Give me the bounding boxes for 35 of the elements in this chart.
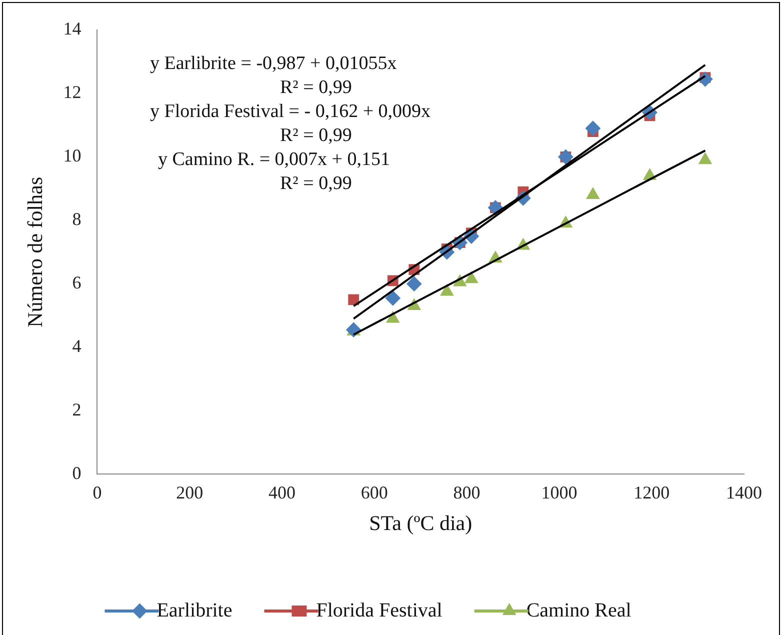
legend-label: Earlibrite	[156, 599, 232, 622]
x-tick-label: 600	[360, 482, 388, 503]
y-tick-label: 4	[72, 336, 82, 356]
y-tick-label: 10	[63, 146, 82, 166]
x-tick-label: 800	[453, 482, 480, 503]
x-tick-label: 200	[176, 482, 204, 503]
y-axis-title: Número de folhas	[23, 176, 48, 328]
point	[348, 294, 360, 306]
y-tick-label: 0	[72, 462, 82, 483]
x-tick-label: 400	[268, 482, 296, 503]
point	[440, 284, 454, 296]
y-tick-label: 8	[72, 209, 82, 230]
point	[488, 200, 503, 216]
point	[698, 152, 712, 164]
legend-label: Camino Real	[526, 599, 632, 622]
legend-label: Florida Festival	[316, 599, 443, 622]
x-tick-label: 1200	[634, 482, 670, 503]
y-tick-label: 6	[72, 272, 82, 293]
point	[585, 120, 600, 136]
annotation: y Earlibrite = -0,987 + 0,01055x	[150, 52, 398, 76]
annotation: R² = 0,99	[279, 172, 353, 196]
point	[406, 276, 422, 292]
x-axis-title: STa (ºC dia)	[369, 510, 472, 535]
y-tick-label: 14	[63, 18, 82, 39]
y-tick-label: 12	[63, 82, 82, 102]
x-tick-label: 1400	[726, 482, 762, 503]
point	[464, 272, 478, 284]
x-tick-label: 0	[92, 482, 102, 503]
annotation: R² = 0,99	[279, 76, 353, 100]
x-tick-label: 1000	[541, 482, 578, 503]
y-tick-label: 2	[72, 399, 82, 420]
annotation: y Florida Festival = - 0,162 + 0,009x	[150, 100, 431, 124]
annotation: R² = 0,99	[279, 124, 353, 148]
annotation: y Camino R. = 0,007x + 0,151	[157, 148, 392, 172]
point	[385, 290, 400, 306]
